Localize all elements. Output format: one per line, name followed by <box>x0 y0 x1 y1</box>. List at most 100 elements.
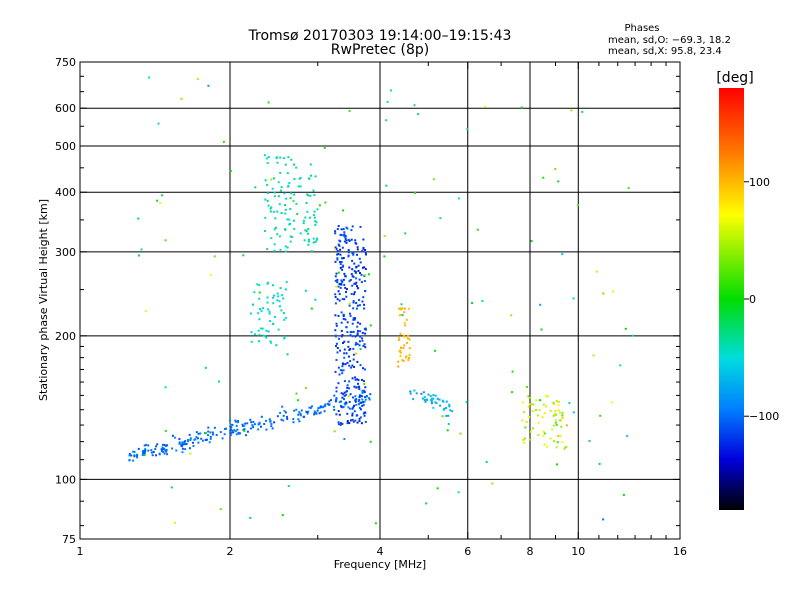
data-point <box>334 400 337 403</box>
data-point <box>339 261 342 263</box>
data-point <box>277 181 280 184</box>
data-point <box>363 303 366 306</box>
data-point <box>298 420 301 423</box>
data-point <box>187 440 190 443</box>
data-point <box>270 341 273 344</box>
data-point <box>279 287 282 290</box>
data-point <box>555 400 558 403</box>
data-point <box>284 316 287 319</box>
data-point <box>398 337 401 340</box>
data-point <box>423 399 426 401</box>
data-point <box>343 398 345 401</box>
data-point <box>158 453 161 456</box>
data-point <box>263 423 266 425</box>
data-point <box>424 400 427 403</box>
data-point <box>219 431 222 434</box>
data-point <box>351 251 354 254</box>
data-point <box>399 351 402 354</box>
data-point <box>602 292 605 295</box>
data-point <box>351 412 354 415</box>
data-point <box>511 370 514 373</box>
data-point <box>201 439 204 442</box>
data-point <box>342 342 344 344</box>
data-point <box>286 218 289 221</box>
data-point <box>275 344 278 347</box>
data-point <box>299 414 302 417</box>
data-point <box>173 436 176 439</box>
data-point <box>539 303 542 306</box>
data-point <box>369 324 372 327</box>
x-tick-label: 1 <box>77 545 84 558</box>
data-point <box>362 403 365 406</box>
data-point <box>359 261 362 264</box>
data-point <box>523 411 526 414</box>
data-point <box>408 356 411 359</box>
data-point <box>335 322 338 325</box>
data-point <box>413 389 416 392</box>
data-point <box>147 444 150 447</box>
data-point <box>352 253 355 256</box>
data-point <box>347 340 350 343</box>
data-point <box>338 299 341 302</box>
data-point <box>335 359 338 361</box>
data-point <box>324 404 327 407</box>
data-point <box>154 448 157 451</box>
data-point <box>265 336 268 339</box>
data-point <box>250 340 253 343</box>
data-point <box>554 419 557 422</box>
data-point <box>207 84 210 87</box>
data-point <box>528 396 531 399</box>
data-point <box>161 450 163 453</box>
data-point <box>341 372 344 375</box>
data-point <box>344 380 346 383</box>
data-point <box>312 237 315 240</box>
data-point <box>291 236 294 239</box>
data-point <box>192 445 195 447</box>
data-point <box>358 398 361 401</box>
data-point <box>357 269 360 272</box>
chart-subtitle: RwPretec (8p) <box>331 42 429 58</box>
data-point <box>523 437 526 440</box>
data-point <box>155 445 158 448</box>
data-point <box>297 185 300 188</box>
data-point <box>432 406 435 409</box>
data-point <box>364 332 367 335</box>
data-point <box>278 305 281 308</box>
data-point <box>185 443 188 445</box>
data-point <box>356 285 358 288</box>
x-tick-label: 4 <box>377 545 384 558</box>
data-point <box>351 268 354 271</box>
data-point <box>277 328 280 331</box>
data-point <box>345 352 348 355</box>
data-point <box>405 318 408 321</box>
data-point <box>599 414 602 417</box>
data-point <box>400 346 402 349</box>
data-point <box>350 229 353 232</box>
data-point <box>343 298 346 301</box>
data-point <box>276 415 279 418</box>
data-point <box>344 363 347 366</box>
data-point <box>403 344 406 347</box>
data-point <box>446 429 449 432</box>
data-point <box>130 454 133 457</box>
data-point <box>155 454 157 457</box>
data-point <box>336 258 339 261</box>
data-point <box>556 441 559 444</box>
data-point <box>347 255 350 258</box>
data-point <box>390 89 392 92</box>
data-point <box>250 421 253 424</box>
data-point <box>357 400 360 403</box>
data-point <box>269 420 272 423</box>
data-point <box>352 301 355 304</box>
data-point <box>231 430 234 432</box>
data-point <box>353 262 356 265</box>
data-point <box>299 176 302 179</box>
data-point <box>232 431 235 434</box>
data-point <box>309 406 312 409</box>
data-point <box>181 447 184 450</box>
data-point <box>554 409 557 412</box>
data-point <box>361 300 364 303</box>
data-point <box>543 432 546 435</box>
data-point <box>430 402 433 405</box>
data-point <box>358 417 361 420</box>
